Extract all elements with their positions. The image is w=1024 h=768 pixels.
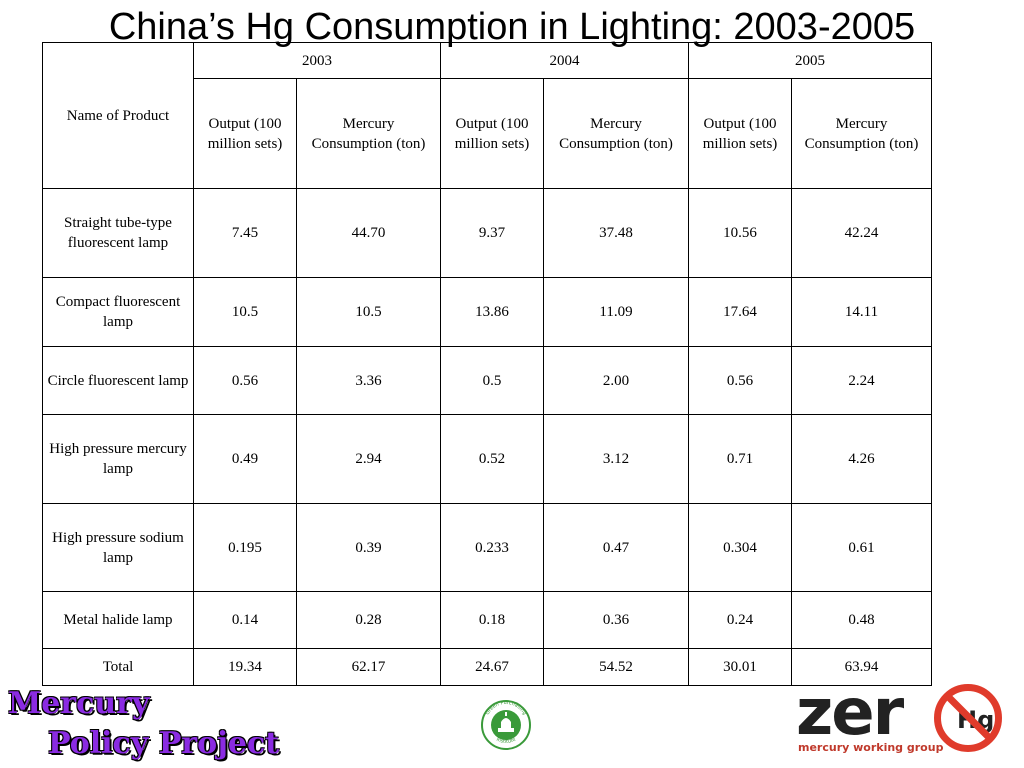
mercury-consumption-header: Mercury Consumption (ton) [296, 78, 441, 189]
cell-output-2004: 0.233 [440, 503, 544, 592]
cell-mercury-2003: 62.17 [296, 648, 441, 686]
cell-mercury-2003: 10.5 [296, 277, 441, 347]
cell-output-2003: 0.195 [193, 503, 297, 592]
cell-mercury-2005: 4.26 [791, 414, 932, 504]
product-name: Straight tube-type fluorescent lamp [42, 188, 194, 278]
year-2004-header: 2004 [440, 42, 689, 79]
capitol-dome-icon [498, 718, 514, 732]
slide-title: China’s Hg Consumption in Lighting: 2003… [108, 6, 916, 48]
cell-mercury-2005: 63.94 [791, 648, 932, 686]
cell-mercury-2003: 3.36 [296, 346, 441, 415]
cell-output-2003: 10.5 [193, 277, 297, 347]
cell-mercury-2005: 0.48 [791, 591, 932, 649]
cell-output-2005: 17.64 [688, 277, 792, 347]
cell-mercury-2005: 2.24 [791, 346, 932, 415]
cell-mercury-2004: 37.48 [543, 188, 689, 278]
hg-consumption-table: Name of Product 2003 2004 2005 Output (1… [42, 42, 932, 686]
output-header: Output (100 million sets) [688, 78, 792, 189]
cell-mercury-2003: 2.94 [296, 414, 441, 504]
green-purchasing-institute-logo: Green Purchasing Institute [481, 700, 531, 750]
cell-output-2004: 13.86 [440, 277, 544, 347]
cell-output-2005: 0.304 [688, 503, 792, 592]
product-name: High pressure sodium lamp [42, 503, 194, 592]
cell-output-2003: 19.34 [193, 648, 297, 686]
cell-output-2005: 30.01 [688, 648, 792, 686]
metric-header-row: Output (100 million sets) Mercury Consum… [43, 78, 932, 189]
zero-subtitle: mercury working group [798, 741, 944, 754]
product-name: Compact fluorescent lamp [42, 277, 194, 347]
product-name: Circle fluorescent lamp [42, 346, 194, 415]
cell-output-2004: 24.67 [440, 648, 544, 686]
mercury-consumption-header: Mercury Consumption (ton) [543, 78, 689, 189]
cell-output-2003: 0.56 [193, 346, 297, 415]
cell-mercury-2003: 0.28 [296, 591, 441, 649]
cell-mercury-2004: 54.52 [543, 648, 689, 686]
cell-mercury-2005: 14.11 [791, 277, 932, 347]
cell-output-2005: 0.71 [688, 414, 792, 504]
year-header-row: Name of Product 2003 2004 2005 [42, 42, 932, 189]
cell-output-2004: 9.37 [440, 188, 544, 278]
cell-mercury-2004: 3.12 [543, 414, 689, 504]
cell-output-2005: 10.56 [688, 188, 792, 278]
product-name: Total [42, 648, 194, 686]
capitol-spire-icon [505, 712, 507, 716]
cell-output-2003: 0.14 [193, 591, 297, 649]
cell-mercury-2005: 42.24 [791, 188, 932, 278]
total-row: Total 19.34 62.17 24.67 54.52 30.01 63.9… [42, 648, 932, 686]
cell-output-2003: 7.45 [193, 188, 297, 278]
cell-mercury-2004: 0.47 [543, 503, 689, 592]
gpi-bottom-text: Institute [495, 737, 517, 745]
zero-wordmark: zer [796, 676, 904, 750]
cell-mercury-2003: 0.39 [296, 503, 441, 592]
cell-mercury-2004: 11.09 [543, 277, 689, 347]
table-row: Circle fluorescent lamp 0.56 3.36 0.5 2.… [42, 346, 932, 415]
table-row: High pressure mercury lamp 0.49 2.94 0.5… [42, 414, 932, 504]
mercury-policy-project-logo: Mercury Policy Project [8, 684, 279, 764]
product-name: Metal halide lamp [42, 591, 194, 649]
cell-mercury-2005: 0.61 [791, 503, 932, 592]
year-2005-header: 2005 [688, 42, 932, 79]
cell-mercury-2003: 44.70 [296, 188, 441, 278]
cell-mercury-2004: 0.36 [543, 591, 689, 649]
mercury-consumption-header: Mercury Consumption (ton) [791, 78, 932, 189]
cell-output-2005: 0.24 [688, 591, 792, 649]
zero-mercury-working-group-logo: zer Hg mercury working group [796, 676, 1010, 762]
table-row: Metal halide lamp 0.14 0.28 0.18 0.36 0.… [42, 591, 932, 649]
product-name: High pressure mercury lamp [42, 414, 194, 504]
cell-mercury-2004: 2.00 [543, 346, 689, 415]
cell-output-2005: 0.56 [688, 346, 792, 415]
logo-line-2: Policy Project [48, 726, 280, 761]
table-row: Compact fluorescent lamp 10.5 10.5 13.86… [42, 277, 932, 347]
logo-line-1: Mercury [8, 686, 150, 721]
cell-output-2004: 0.52 [440, 414, 544, 504]
table-row: Straight tube-type fluorescent lamp 7.45… [42, 188, 932, 278]
no-mercury-icon: Hg [934, 684, 1002, 752]
cell-output-2004: 0.5 [440, 346, 544, 415]
table-row: High pressure sodium lamp 0.195 0.39 0.2… [42, 503, 932, 592]
cell-output-2004: 0.18 [440, 591, 544, 649]
name-of-product-header: Name of Product [42, 42, 194, 189]
output-header: Output (100 million sets) [193, 78, 297, 189]
cell-output-2003: 0.49 [193, 414, 297, 504]
year-2003-header: 2003 [193, 42, 441, 79]
output-header: Output (100 million sets) [440, 78, 544, 189]
